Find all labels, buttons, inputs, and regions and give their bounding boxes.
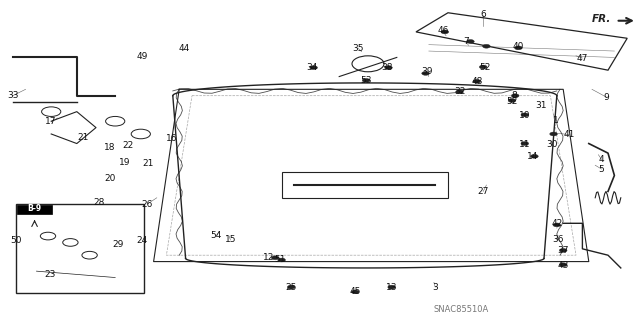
- Text: 3: 3: [433, 283, 438, 292]
- Text: 39: 39: [422, 67, 433, 76]
- Text: 32: 32: [454, 87, 465, 96]
- Circle shape: [511, 94, 519, 98]
- Text: 20: 20: [104, 174, 116, 183]
- Circle shape: [422, 71, 429, 75]
- Text: 22: 22: [122, 141, 134, 150]
- Circle shape: [559, 249, 567, 252]
- Circle shape: [467, 40, 474, 43]
- Circle shape: [550, 132, 557, 136]
- Circle shape: [287, 285, 295, 289]
- Text: 26: 26: [141, 200, 153, 209]
- Text: 17: 17: [45, 117, 57, 126]
- Text: 12: 12: [263, 253, 275, 262]
- Text: 45: 45: [349, 287, 361, 296]
- Text: 13: 13: [386, 283, 397, 292]
- Text: 10: 10: [519, 111, 531, 120]
- Text: 43: 43: [557, 261, 569, 270]
- Text: 23: 23: [44, 271, 56, 279]
- Circle shape: [271, 256, 279, 260]
- Text: 21: 21: [77, 133, 89, 142]
- Circle shape: [362, 78, 370, 82]
- Text: 7: 7: [463, 37, 468, 46]
- Text: 5: 5: [599, 165, 604, 174]
- Circle shape: [521, 113, 529, 117]
- Circle shape: [515, 46, 522, 50]
- Circle shape: [278, 258, 285, 262]
- Text: 31: 31: [535, 101, 547, 110]
- Text: 44: 44: [179, 44, 190, 53]
- Circle shape: [483, 44, 490, 48]
- Text: 49: 49: [136, 52, 148, 61]
- Text: 42: 42: [551, 219, 563, 228]
- Text: 14: 14: [527, 152, 538, 161]
- Text: 4: 4: [599, 155, 604, 164]
- Text: 33: 33: [7, 91, 19, 100]
- Text: 19: 19: [119, 158, 131, 167]
- Text: 48: 48: [471, 77, 483, 86]
- Text: FR.: FR.: [592, 13, 611, 24]
- Text: 29: 29: [113, 240, 124, 249]
- Text: 35: 35: [353, 44, 364, 53]
- Circle shape: [479, 65, 487, 69]
- Circle shape: [456, 90, 463, 94]
- Text: 51: 51: [275, 256, 286, 264]
- Text: 30: 30: [546, 140, 557, 149]
- Text: 28: 28: [93, 198, 105, 207]
- Text: 8: 8: [511, 91, 516, 100]
- Circle shape: [553, 223, 561, 227]
- Circle shape: [559, 263, 567, 267]
- Text: 34: 34: [307, 63, 318, 72]
- Text: 21: 21: [143, 159, 154, 168]
- Circle shape: [521, 142, 529, 145]
- Text: 50: 50: [10, 236, 22, 245]
- Circle shape: [385, 66, 392, 70]
- Circle shape: [473, 79, 481, 83]
- Circle shape: [388, 285, 396, 289]
- Text: 41: 41: [564, 130, 575, 139]
- Text: 9: 9: [604, 93, 609, 102]
- Text: SNAC85510A: SNAC85510A: [433, 305, 488, 314]
- Text: 24: 24: [136, 236, 148, 245]
- Text: 6: 6: [481, 10, 486, 19]
- Circle shape: [441, 30, 449, 34]
- Text: 38: 38: [381, 63, 393, 72]
- Text: 52: 52: [506, 97, 518, 106]
- Text: 47: 47: [577, 54, 588, 63]
- Text: 36: 36: [552, 235, 564, 244]
- Text: 1: 1: [554, 116, 559, 125]
- Circle shape: [508, 99, 516, 102]
- Text: 52: 52: [479, 63, 491, 72]
- Text: 18: 18: [104, 143, 116, 152]
- Text: 53: 53: [360, 76, 372, 85]
- Text: 37: 37: [557, 246, 569, 255]
- Circle shape: [351, 290, 359, 294]
- Text: 54: 54: [211, 231, 222, 240]
- Text: 25: 25: [285, 283, 297, 292]
- Text: B-9: B-9: [28, 204, 42, 213]
- Circle shape: [310, 66, 317, 70]
- Text: 46: 46: [437, 26, 449, 35]
- FancyBboxPatch shape: [17, 205, 52, 214]
- Text: 40: 40: [513, 42, 524, 51]
- Circle shape: [531, 154, 538, 158]
- Text: 16: 16: [166, 134, 177, 143]
- Text: 15: 15: [225, 235, 236, 244]
- Text: 11: 11: [519, 140, 531, 149]
- Text: 27: 27: [477, 187, 489, 196]
